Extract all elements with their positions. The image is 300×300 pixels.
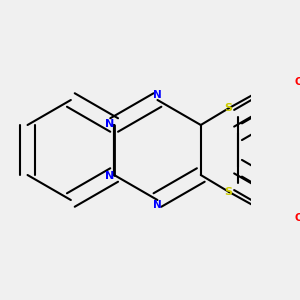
Text: S: S	[225, 187, 232, 197]
Text: O: O	[294, 213, 300, 223]
Text: S: S	[225, 103, 232, 113]
Text: N: N	[105, 171, 115, 182]
Text: O: O	[294, 77, 300, 87]
Text: N: N	[153, 90, 162, 100]
Text: N: N	[105, 118, 115, 129]
Text: N: N	[153, 200, 162, 210]
